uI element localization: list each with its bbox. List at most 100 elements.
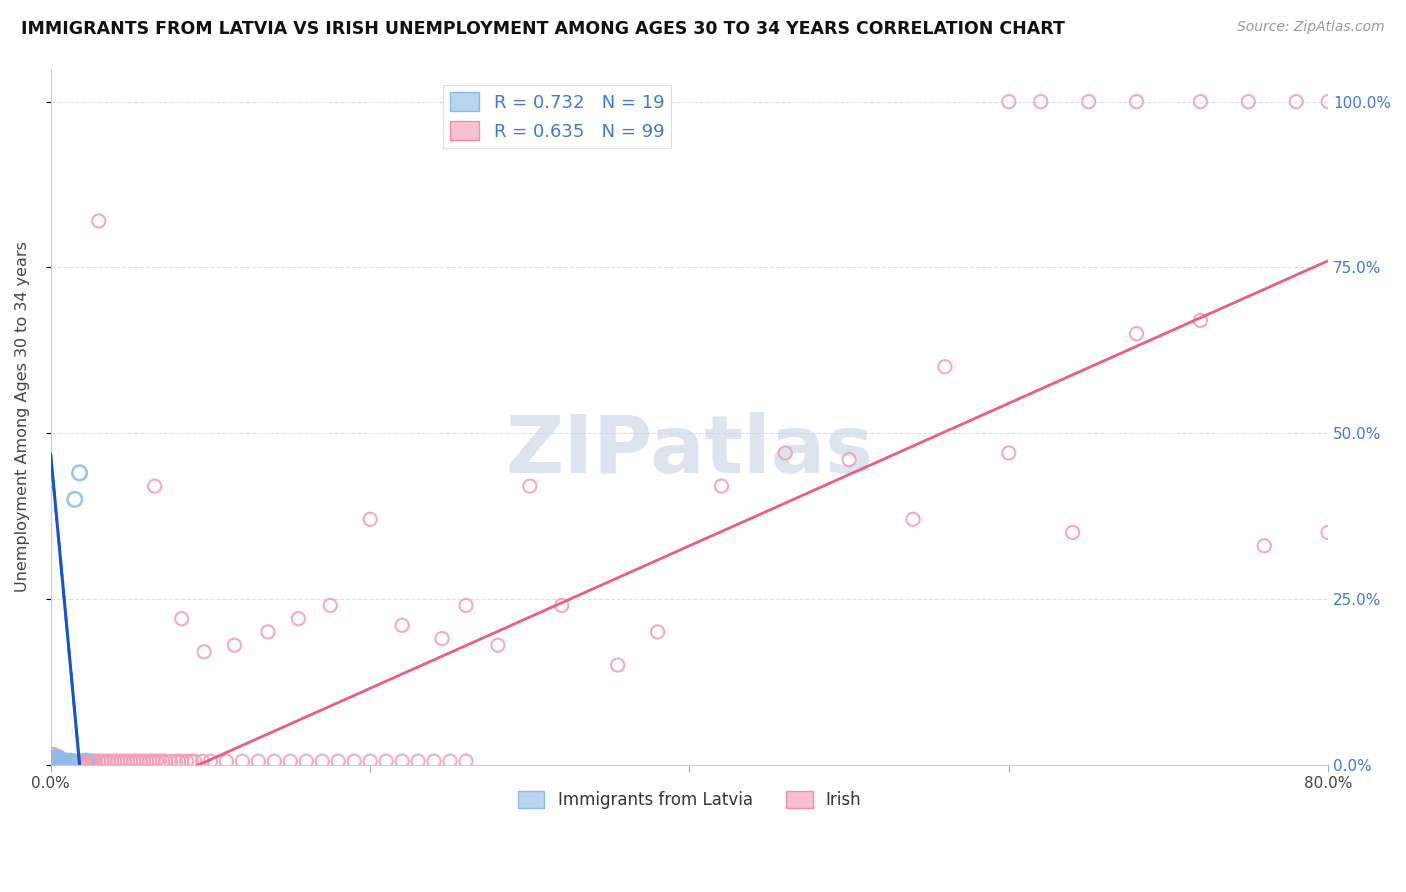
Point <box>1189 313 1212 327</box>
Point <box>49 754 72 768</box>
Point <box>1285 95 1308 109</box>
Point <box>49 754 72 768</box>
Point <box>42 752 65 766</box>
Point <box>122 754 145 768</box>
Point <box>263 754 285 768</box>
Point <box>69 466 91 480</box>
Point <box>41 754 63 768</box>
Point <box>170 754 193 768</box>
Y-axis label: Unemployment Among Ages 30 to 34 years: Unemployment Among Ages 30 to 34 years <box>15 241 30 592</box>
Point <box>934 359 956 374</box>
Point <box>838 452 860 467</box>
Point <box>63 754 86 768</box>
Point <box>117 754 139 768</box>
Point <box>430 632 453 646</box>
Point <box>94 754 117 768</box>
Text: Source: ZipAtlas.com: Source: ZipAtlas.com <box>1237 20 1385 34</box>
Point <box>519 479 541 493</box>
Point <box>1125 326 1147 341</box>
Point <box>343 754 366 768</box>
Point <box>391 754 413 768</box>
Point <box>82 754 104 768</box>
Point <box>257 624 280 639</box>
Point <box>112 754 135 768</box>
Point <box>53 754 76 768</box>
Point <box>139 754 162 768</box>
Point <box>53 754 76 768</box>
Point <box>51 754 73 768</box>
Point <box>200 754 222 768</box>
Point <box>42 747 65 762</box>
Point <box>132 754 155 768</box>
Point <box>191 754 214 768</box>
Point <box>710 479 733 493</box>
Point <box>83 754 105 768</box>
Point <box>87 754 110 768</box>
Point <box>45 751 67 765</box>
Point <box>155 754 177 768</box>
Point <box>45 754 67 768</box>
Point <box>1029 95 1052 109</box>
Point <box>1237 95 1260 109</box>
Point <box>224 638 246 652</box>
Point <box>120 754 142 768</box>
Point <box>49 754 72 768</box>
Point <box>439 754 461 768</box>
Point <box>45 752 67 766</box>
Point <box>80 754 103 768</box>
Point <box>359 512 381 526</box>
Point <box>52 754 75 768</box>
Point <box>52 754 75 768</box>
Point <box>62 754 84 768</box>
Point <box>1062 525 1084 540</box>
Point <box>215 754 238 768</box>
Point <box>42 751 65 765</box>
Point <box>247 754 270 768</box>
Point <box>1253 539 1275 553</box>
Point <box>165 754 187 768</box>
Point <box>46 754 69 768</box>
Point <box>75 754 97 768</box>
Point <box>180 754 202 768</box>
Point <box>41 747 63 762</box>
Point <box>48 751 70 765</box>
Point <box>142 754 165 768</box>
Legend: Immigrants from Latvia, Irish: Immigrants from Latvia, Irish <box>510 784 868 815</box>
Point <box>48 754 70 768</box>
Point <box>423 754 446 768</box>
Point <box>391 618 413 632</box>
Point <box>70 754 93 768</box>
Point <box>176 754 198 768</box>
Point <box>375 754 398 768</box>
Point <box>1317 525 1340 540</box>
Point <box>454 599 477 613</box>
Point <box>59 754 82 768</box>
Point <box>59 754 82 768</box>
Point <box>49 754 72 768</box>
Point <box>42 754 65 768</box>
Point <box>41 751 63 765</box>
Point <box>73 754 96 768</box>
Point <box>1077 95 1099 109</box>
Point <box>45 754 67 768</box>
Point <box>52 754 75 768</box>
Point <box>319 599 342 613</box>
Point <box>87 214 110 228</box>
Point <box>145 754 167 768</box>
Point <box>46 754 69 768</box>
Point <box>48 754 70 768</box>
Point <box>56 754 79 768</box>
Point <box>100 754 122 768</box>
Point <box>278 754 301 768</box>
Text: ZIPatlas: ZIPatlas <box>505 412 873 491</box>
Point <box>143 479 166 493</box>
Point <box>129 754 152 768</box>
Point <box>998 95 1021 109</box>
Point <box>41 754 63 768</box>
Point <box>311 754 333 768</box>
Point <box>59 754 82 768</box>
Point <box>454 754 477 768</box>
Point <box>647 624 669 639</box>
Point <box>97 754 120 768</box>
Point <box>148 754 170 768</box>
